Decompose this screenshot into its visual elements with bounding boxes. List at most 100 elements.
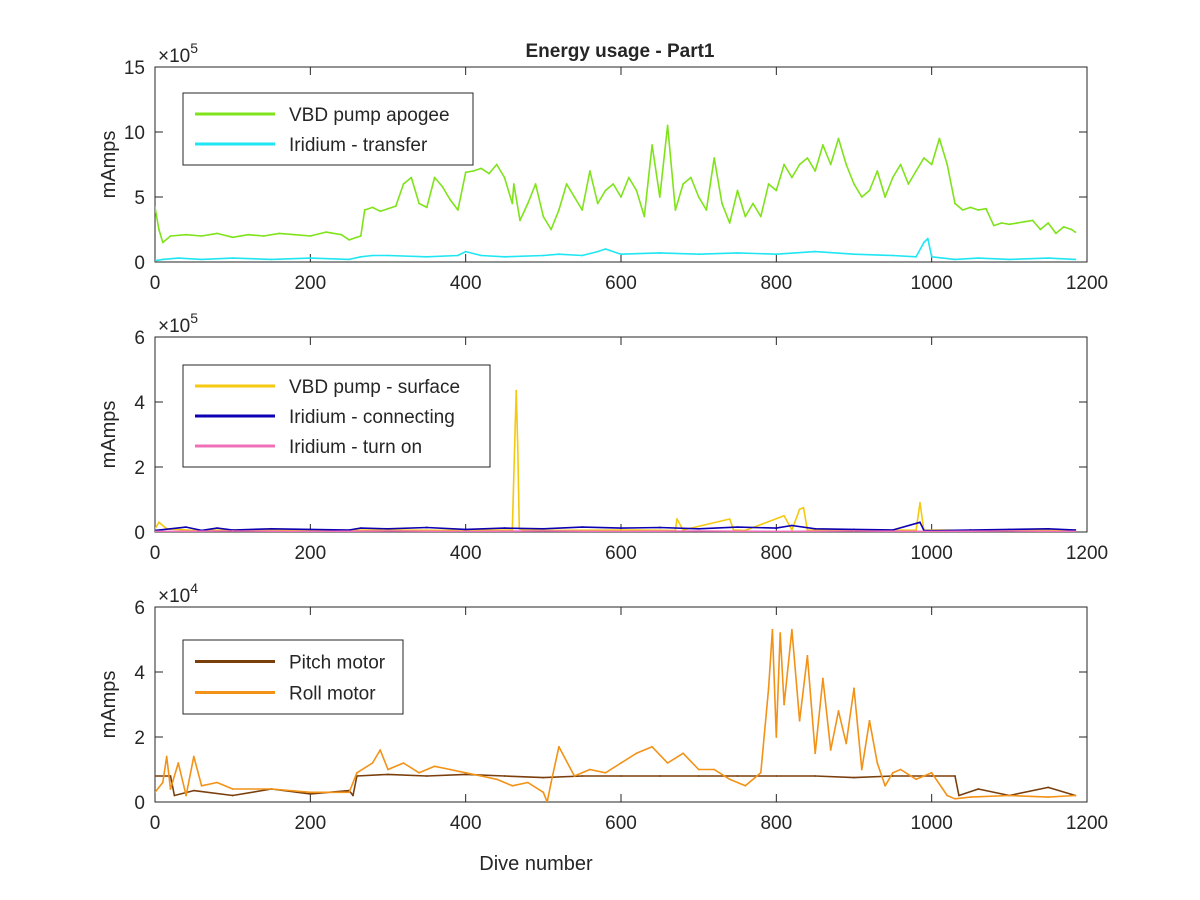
data-point-vbd-pump-apogee — [845, 163, 848, 166]
data-point-vbd-pump-apogee — [573, 196, 576, 198]
data-point-vbd-pump-apogee — [185, 233, 187, 236]
series-line-iridium-transfer — [155, 237, 1076, 262]
data-point-vbd-pump-apogee — [511, 202, 514, 205]
data-point-iridium-connecting — [658, 526, 661, 529]
data-point-pitch-motor — [173, 794, 176, 797]
data-point-roll-motor — [177, 762, 180, 764]
data-point-vbd-pump-surface — [676, 518, 678, 520]
data-point-roll-motor — [480, 775, 483, 777]
data-point-vbd-pump-surface — [728, 518, 731, 520]
x-tick-label: 400 — [450, 273, 482, 294]
data-point-vbd-pump-apogee — [938, 137, 941, 140]
legend-label: Iridium - turn on — [289, 437, 422, 458]
data-point-vbd-pump-apogee — [814, 170, 817, 172]
data-point-vbd-pump-apogee — [526, 202, 529, 205]
data-point-vbd-pump-apogee — [860, 196, 863, 198]
x-tick-label: 400 — [450, 813, 482, 834]
y-tick-label: 0 — [134, 523, 145, 544]
subplot-1: 0 200 400 600 800 1000 1200 0 5 10 15 ×105 mAmps VBD … — [98, 40, 1108, 294]
data-point-roll-motor — [169, 788, 172, 790]
data-point-iridium-connecting — [697, 527, 700, 530]
data-point-vbd-pump-apogee — [775, 189, 778, 192]
data-point-roll-motor — [767, 687, 770, 690]
data-point-pitch-motor — [930, 775, 933, 777]
series-group — [155, 389, 1077, 532]
data-point-iridium-turn-on — [1008, 530, 1011, 532]
data-point-vbd-pump-apogee — [363, 209, 366, 211]
data-point-vbd-pump-apogee — [853, 183, 855, 185]
data-point-vbd-pump-apogee — [200, 235, 203, 237]
data-point-vbd-pump-apogee — [884, 196, 886, 198]
y-exponent-power: 4 — [190, 580, 198, 596]
data-point-roll-motor — [526, 781, 529, 784]
data-point-vbd-pump-surface — [919, 501, 921, 504]
data-point-iridium-turn-on — [155, 530, 156, 532]
data-point-roll-motor — [822, 677, 824, 680]
data-point-roll-motor — [635, 752, 638, 755]
data-point-vbd-pump-apogee — [433, 176, 436, 179]
data-point-roll-motor — [775, 736, 778, 738]
data-point-vbd-pump-apogee — [169, 235, 172, 237]
data-point-iridium-transfer — [464, 250, 467, 253]
data-point-vbd-pump-apogee — [1023, 220, 1026, 223]
data-point-vbd-pump-apogee — [713, 157, 716, 159]
data-point-vbd-pump-apogee — [915, 170, 918, 172]
data-point-vbd-pump-apogee — [674, 209, 677, 211]
data-point-roll-motor — [387, 768, 389, 771]
data-point-iridium-transfer — [915, 255, 918, 258]
series-line-iridium-connecting — [155, 521, 1076, 532]
data-point-vbd-pump-apogee — [262, 235, 265, 237]
y-tick-label: 0 — [134, 253, 145, 274]
x-tick-label: 400 — [450, 543, 482, 564]
data-point-roll-motor — [682, 752, 685, 755]
y-tick-label: 6 — [134, 328, 145, 349]
data-point-vbd-pump-apogee — [1055, 232, 1057, 235]
data-point-vbd-pump-apogee — [666, 124, 669, 127]
data-point-vbd-pump-apogee — [519, 219, 521, 222]
data-point-vbd-pump-apogee — [969, 206, 972, 209]
data-point-vbd-pump-apogee — [620, 196, 622, 198]
data-point-iridium-transfer — [977, 257, 980, 259]
data-point-pitch-motor — [169, 775, 172, 777]
data-point-vbd-pump-apogee — [1070, 228, 1073, 231]
data-point-vbd-pump-apogee — [216, 232, 219, 235]
x-tick-label: 200 — [294, 543, 326, 564]
data-point-iridium-turn-on — [930, 530, 933, 532]
data-point-iridium-turn-on — [464, 530, 467, 532]
data-point-iridium-transfer — [200, 258, 203, 261]
data-point-vbd-pump-apogee — [744, 215, 747, 218]
x-tick-label: 600 — [605, 543, 637, 564]
data-point-iridium-transfer — [604, 248, 607, 250]
data-point-roll-motor — [790, 628, 793, 631]
data-point-iridium-transfer — [736, 252, 739, 254]
data-point-vbd-pump-apogee — [231, 236, 234, 239]
data-point-vbd-pump-apogee — [806, 157, 809, 159]
x-tick-label: 200 — [294, 813, 326, 834]
data-point-iridium-transfer — [954, 258, 956, 261]
y-tick-label: 4 — [134, 663, 145, 684]
y-exponent-label: ×105 — [158, 310, 198, 337]
data-point-iridium-transfer — [697, 253, 700, 256]
data-point-iridium-transfer — [503, 255, 506, 258]
data-point-pitch-motor — [620, 775, 622, 777]
data-point-pitch-motor — [464, 773, 467, 776]
figure-title: Energy usage - Part1 — [525, 41, 714, 62]
data-point-roll-motor — [954, 797, 956, 800]
data-point-vbd-pump-apogee — [1062, 226, 1065, 228]
data-point-vbd-pump-apogee — [1008, 223, 1011, 226]
y-axis-label: mAmps — [98, 401, 120, 469]
data-point-roll-motor — [185, 794, 187, 797]
data-point-roll-motor — [759, 771, 762, 774]
legend-label: Iridium - connecting — [289, 407, 455, 428]
subplot-2: 0 200 400 600 800 1000 1200 0 2 4 6 ×105 mAmps VBD pu… — [98, 310, 1108, 564]
data-point-vbd-pump-apogee — [736, 189, 739, 192]
data-point-roll-motor — [356, 771, 358, 774]
data-point-iridium-turn-on — [697, 530, 700, 532]
data-point-vbd-pump-apogee — [457, 209, 459, 211]
data-point-roll-motor — [433, 765, 436, 768]
data-point-pitch-motor — [814, 775, 817, 777]
data-point-roll-motor — [814, 752, 817, 755]
data-point-iridium-transfer — [557, 253, 560, 256]
data-point-roll-motor — [200, 784, 203, 787]
data-point-pitch-motor — [387, 773, 389, 776]
